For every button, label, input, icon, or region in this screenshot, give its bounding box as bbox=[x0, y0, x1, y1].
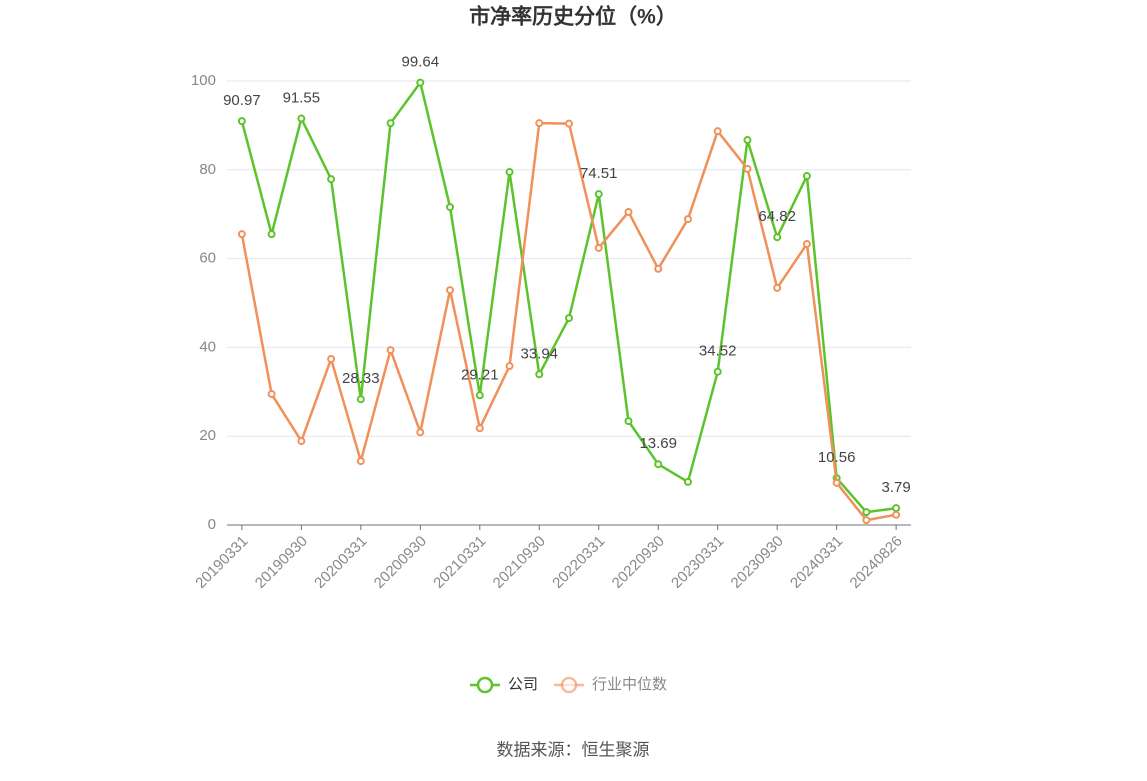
point bbox=[535, 119, 544, 128]
chart-title: 市净率历史分位（%） bbox=[469, 5, 677, 29]
point bbox=[237, 117, 246, 126]
data-label: 99.64 bbox=[402, 54, 440, 71]
point bbox=[505, 168, 514, 177]
point bbox=[654, 460, 663, 469]
point bbox=[535, 370, 544, 379]
data-label: 10.56 bbox=[818, 449, 856, 466]
point bbox=[267, 230, 276, 239]
series-line bbox=[240, 81, 897, 514]
point bbox=[654, 264, 663, 273]
point bbox=[892, 510, 901, 519]
x-tick-label: 20230930 bbox=[728, 533, 787, 592]
point bbox=[802, 239, 811, 248]
point bbox=[683, 215, 692, 224]
point bbox=[267, 390, 276, 399]
data-label: 64.82 bbox=[758, 208, 796, 225]
point bbox=[743, 164, 752, 173]
point bbox=[773, 233, 782, 242]
y-tick-label: 80 bbox=[199, 161, 216, 178]
data-label: 29.21 bbox=[461, 366, 499, 383]
point bbox=[416, 78, 425, 87]
y-tick-label: 100 bbox=[191, 72, 216, 89]
point bbox=[356, 395, 365, 404]
point bbox=[475, 391, 484, 400]
legend-label: 行业中位数 bbox=[592, 676, 667, 693]
y-tick-label: 0 bbox=[208, 516, 216, 533]
point bbox=[594, 190, 603, 199]
data-label: 90.97 bbox=[223, 92, 261, 109]
point bbox=[624, 417, 633, 426]
x-tick-label: 20240331 bbox=[787, 533, 846, 592]
point bbox=[773, 283, 782, 292]
x-tick-label: 20200930 bbox=[371, 533, 430, 592]
y-tick-label: 40 bbox=[199, 338, 216, 355]
point bbox=[565, 314, 573, 323]
point bbox=[327, 175, 336, 184]
data-label: 3.79 bbox=[882, 479, 911, 496]
x-tick-label: 20220930 bbox=[609, 533, 668, 592]
point bbox=[386, 346, 395, 355]
point bbox=[832, 478, 841, 487]
point bbox=[505, 362, 514, 371]
legend-marker bbox=[476, 676, 494, 694]
point bbox=[565, 119, 573, 128]
x-tick-label: 20220331 bbox=[549, 533, 608, 592]
point bbox=[475, 424, 484, 433]
point bbox=[713, 127, 722, 136]
point bbox=[327, 354, 336, 363]
point bbox=[802, 172, 811, 181]
point bbox=[862, 508, 871, 517]
point bbox=[297, 114, 306, 123]
x-tick-label: 20210930 bbox=[490, 533, 549, 592]
data-label: 74.51 bbox=[580, 165, 618, 182]
data-label: 34.52 bbox=[699, 343, 737, 360]
point bbox=[862, 516, 871, 525]
point bbox=[356, 457, 365, 466]
y-tick-label: 60 bbox=[199, 250, 216, 267]
x-tick-label: 20190930 bbox=[252, 533, 311, 592]
x-tick-label: 20240826 bbox=[847, 533, 906, 592]
x-tick-label: 20210331 bbox=[430, 533, 489, 592]
point bbox=[446, 286, 455, 295]
x-tick-label: 20230331 bbox=[668, 533, 727, 592]
data-label: 91.55 bbox=[283, 89, 321, 106]
data-label: 28.33 bbox=[342, 370, 380, 387]
y-tick-label: 20 bbox=[199, 427, 216, 444]
point bbox=[713, 367, 722, 376]
x-tick-label: 20200331 bbox=[311, 533, 370, 592]
point bbox=[683, 477, 692, 486]
point bbox=[594, 243, 603, 252]
data-label: 33.94 bbox=[520, 345, 558, 362]
point bbox=[446, 203, 455, 212]
point bbox=[416, 428, 425, 437]
legend-label: 公司 bbox=[508, 676, 538, 693]
point bbox=[624, 207, 633, 216]
data-label: 13.69 bbox=[639, 435, 677, 452]
point bbox=[237, 230, 246, 239]
source-note: 数据来源：恒生聚源 bbox=[497, 740, 650, 759]
legend-marker bbox=[560, 676, 578, 694]
point bbox=[892, 504, 901, 513]
point bbox=[743, 136, 752, 145]
x-tick-label: 20190331 bbox=[192, 533, 251, 592]
point bbox=[297, 437, 306, 446]
point bbox=[386, 119, 395, 128]
